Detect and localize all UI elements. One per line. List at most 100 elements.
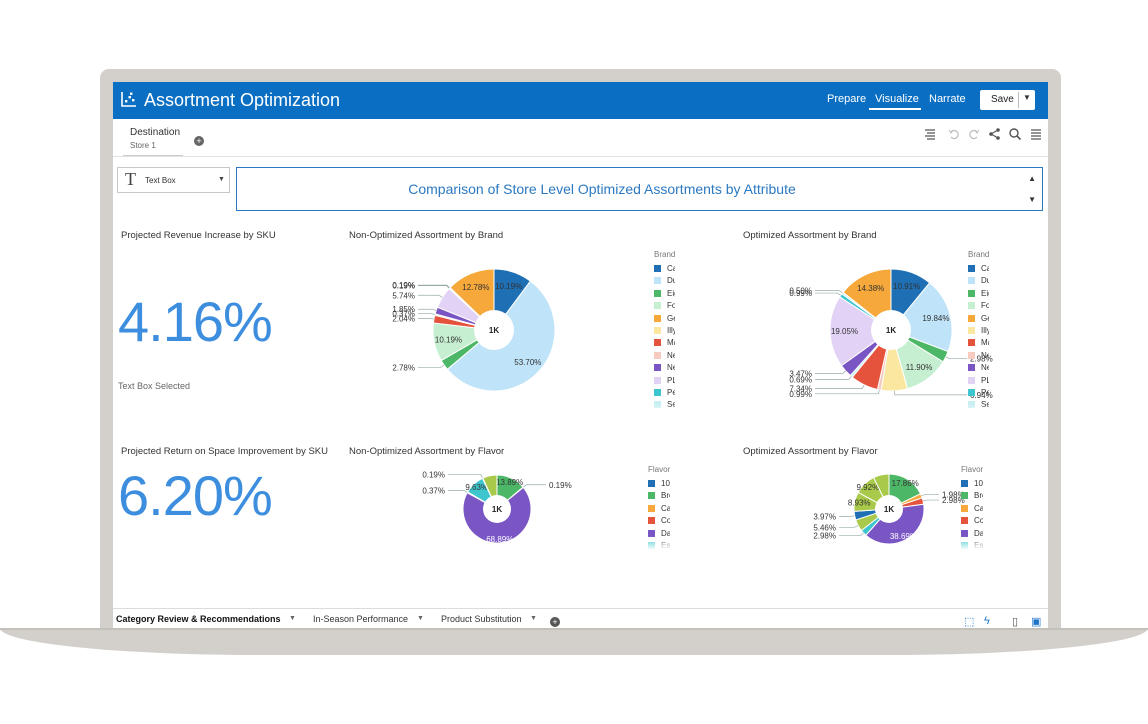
- tab-menu-icon[interactable]: ▼: [289, 615, 296, 622]
- legend-item[interactable]: Eight O'Clock: [654, 289, 675, 301]
- legend-swatch: [968, 265, 975, 272]
- legend-item[interactable]: Eight O'Clock: [968, 289, 989, 301]
- zoom-icon[interactable]: [1008, 127, 1022, 141]
- legend-label: Dunkin' Donuts: [667, 276, 676, 286]
- legend-item[interactable]: Nescafe: [654, 351, 675, 363]
- data-panel-icon[interactable]: ▯: [1012, 616, 1019, 628]
- legend-label: Breakfast: [974, 491, 983, 501]
- legend-item[interactable]: Gevalia: [968, 314, 989, 326]
- nav-narrate[interactable]: Narrate: [929, 93, 966, 105]
- legend-swatch: [654, 302, 661, 310]
- legend-item[interactable]: 100% Columbian: [961, 479, 983, 491]
- visualization-type-select[interactable]: T Text Box ▼: [117, 167, 230, 193]
- app-window: Assortment Optimization Prepare Visualiz…: [113, 82, 1048, 628]
- tab-product-substitution[interactable]: Product Substitution: [441, 614, 522, 624]
- legend-opt-flavor: Flavor 100% Columbian Breakfast Cafe Columbi…: [961, 465, 984, 550]
- laptop-hinge: [0, 628, 1148, 630]
- pie-chart-nonopt-brand[interactable]: 10.19% 53.70% 2.78% 10.19% 2.04%0.37%1.85% 5.…: [349, 246, 649, 426]
- legend-item[interactable]: Breakfast: [648, 491, 670, 503]
- legend-item[interactable]: Cafe: [961, 504, 983, 516]
- legend-item[interactable]: Dark Roast: [961, 529, 983, 541]
- insights-icon[interactable]: ϟ: [984, 615, 990, 627]
- save-dropdown-icon[interactable]: ▼: [1023, 93, 1031, 102]
- legend-item[interactable]: 100% Columbian: [648, 479, 670, 491]
- filter-bar: Destination Store 1 +: [113, 119, 1048, 157]
- legend-label: PL: [667, 375, 676, 385]
- properties-menu-icon[interactable]: [923, 127, 937, 141]
- legend-item[interactable]: Newman's Own: [968, 363, 989, 375]
- chart-title-opt-flavor: Optimized Assortment by Flavor: [743, 446, 878, 457]
- chevron-down-icon[interactable]: ▼: [218, 176, 225, 183]
- legend-item[interactable]: Newman's Own: [654, 363, 675, 375]
- legend-item[interactable]: Maxwell House: [654, 338, 675, 350]
- legend-item[interactable]: Columbian: [648, 516, 670, 528]
- legend-swatch: [654, 339, 661, 347]
- legend-label: PL: [981, 375, 990, 385]
- legend-swatch: [968, 289, 975, 297]
- legend-swatch: [654, 277, 661, 285]
- data-label: 5.74%: [392, 291, 415, 300]
- legend-item[interactable]: Dunkin' Donuts: [968, 276, 989, 288]
- legend-item[interactable]: Gevalia: [654, 314, 675, 326]
- add-filter-icon[interactable]: +: [194, 136, 204, 146]
- legend-item[interactable]: Dunkin' Donuts: [654, 276, 675, 288]
- scroll-up-icon[interactable]: ▲: [1028, 174, 1036, 183]
- data-label: 6.94%: [970, 391, 993, 400]
- legend-item[interactable]: Maxwell House: [968, 338, 989, 350]
- legend-label: 100% Columbian: [661, 479, 670, 488]
- scroll-down-icon[interactable]: ▼: [1028, 195, 1036, 204]
- canvas-title-textbox[interactable]: Comparison of Store Level Optimized Asso…: [236, 167, 1043, 211]
- pie-slice-pl[interactable]: [829, 296, 892, 367]
- save-button[interactable]: Save ▼: [980, 90, 1035, 110]
- legend-item[interactable]: Breakfast: [961, 491, 983, 503]
- destination-filter-label[interactable]: Destination: [130, 127, 181, 138]
- legend-item[interactable]: Illy: [968, 326, 989, 338]
- presentation-mode-icon[interactable]: ⬚: [964, 616, 975, 628]
- legend-swatch: [648, 480, 655, 487]
- data-label: 19.05%: [831, 327, 858, 336]
- legend-item[interactable]: PL: [654, 376, 675, 388]
- legend-swatch: [961, 529, 968, 537]
- donut-hole: [483, 495, 511, 523]
- legend-item[interactable]: PL: [968, 376, 989, 388]
- canvas-title: Comparison of Store Level Optimized Asso…: [408, 181, 796, 197]
- legend-item[interactable]: Cafe: [648, 504, 670, 516]
- menu-icon[interactable]: [1029, 127, 1043, 141]
- legend-item[interactable]: Folgers: [968, 301, 989, 313]
- destination-filter-value[interactable]: Store 1: [130, 141, 156, 150]
- undo-icon[interactable]: [947, 127, 961, 141]
- legend-swatch: [654, 351, 661, 359]
- legend-nonopt-flavor: Flavor 100% Columbian Breakfast Cafe Columbi…: [648, 465, 671, 550]
- tab-menu-icon[interactable]: ▼: [417, 615, 424, 622]
- nav-prepare[interactable]: Prepare: [827, 93, 867, 105]
- pie-chart-nonopt-flavor[interactable]: 13.89% 0.19% 68.89% 0.37% 9.63% 0.19% 1K: [349, 460, 649, 570]
- leader-line: [418, 285, 450, 289]
- legend-item[interactable]: Peet's: [654, 388, 675, 400]
- share-icon[interactable]: [988, 127, 1002, 141]
- tab-in-season[interactable]: In-Season Performance: [313, 614, 409, 624]
- pie-chart-opt-brand[interactable]: 10.91%19.84%2.98%11.90%6.94%0.99%7.34%0.…: [743, 246, 1043, 426]
- visualization-canvas: T Text Box ▼ Comparison of Store Level O…: [113, 158, 1048, 608]
- tab-menu-icon[interactable]: ▼: [530, 615, 537, 622]
- grammar-panel-icon[interactable]: ▣: [1031, 616, 1042, 628]
- data-label: 1.85%: [392, 305, 415, 314]
- tab-category-review[interactable]: Category Review & Recommendations: [116, 614, 281, 624]
- legend-item[interactable]: Illy: [654, 326, 675, 338]
- legend-swatch: [968, 339, 975, 347]
- legend-item[interactable]: Nescafe: [968, 351, 989, 363]
- pie-slice-dark-roast[interactable]: [865, 503, 925, 545]
- add-canvas-icon[interactable]: +: [550, 617, 560, 627]
- legend-item[interactable]: Peet's: [968, 388, 989, 400]
- legend-swatch: [654, 388, 661, 396]
- legend-item[interactable]: Folgers: [654, 301, 675, 313]
- redo-icon[interactable]: [967, 127, 981, 141]
- legend-item[interactable]: Dark Roast: [648, 529, 670, 541]
- nav-visualize[interactable]: Visualize: [875, 93, 919, 105]
- pie-chart-opt-flavor[interactable]: 17.86%1.98%2.98%38.69%2.98%5.46%3.97%8.9…: [743, 460, 1043, 570]
- legend-item[interactable]: Caribou: [968, 264, 989, 276]
- leader-line: [418, 318, 435, 320]
- legend-item[interactable]: Columbian: [961, 516, 983, 528]
- legend-item[interactable]: Caribou: [654, 264, 675, 276]
- legend-swatch: [968, 388, 975, 396]
- data-label: 0.19%: [549, 481, 572, 490]
